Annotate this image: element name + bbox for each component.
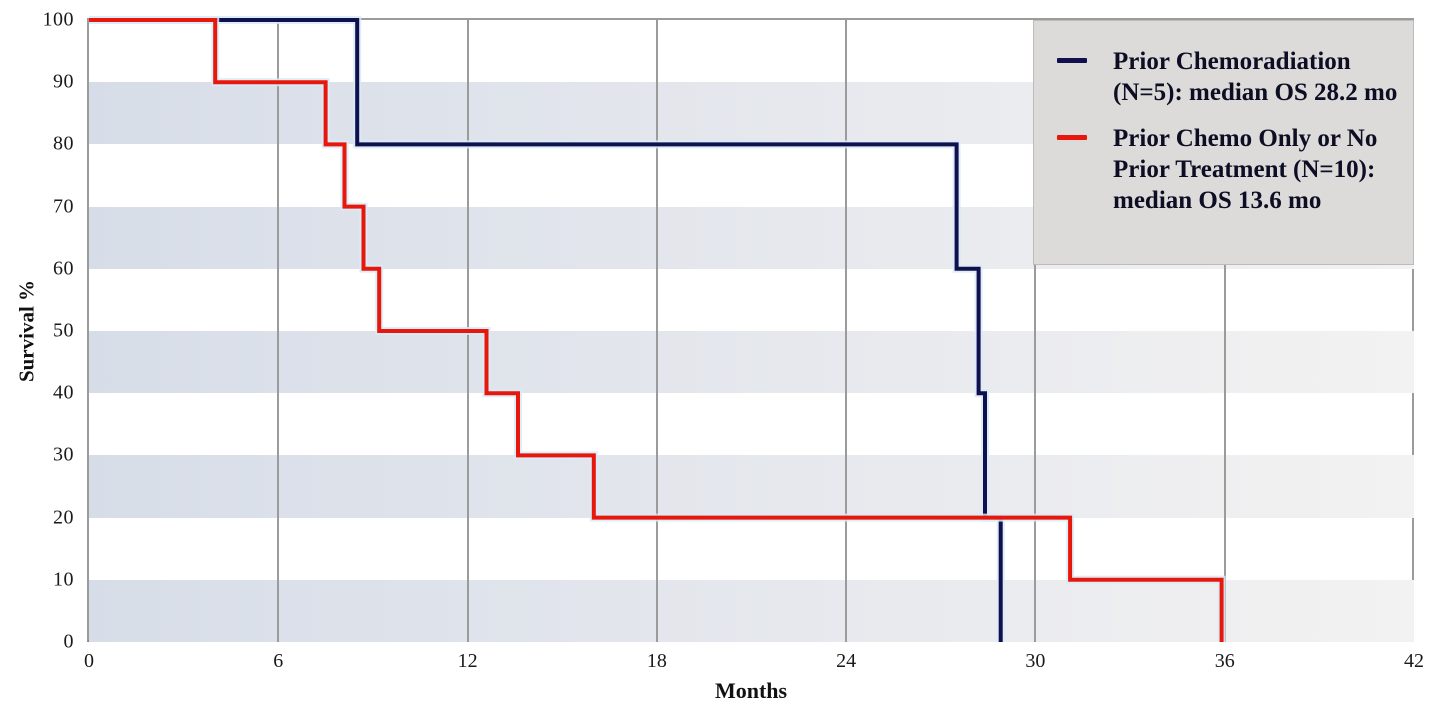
legend-entry-prior-chemo-only-or-no-prior-treatment: Prior Chemo Only or No Prior Treatment (N… bbox=[1057, 123, 1405, 216]
y-tick-label-20: 20 bbox=[53, 506, 74, 529]
x-tick-label-24: 24 bbox=[836, 650, 857, 672]
y-tick-label-100: 100 bbox=[42, 8, 74, 31]
legend-line-sample-icon bbox=[1057, 58, 1087, 63]
gridline-x-18 bbox=[655, 20, 658, 642]
x-tick-label-30: 30 bbox=[1025, 650, 1046, 672]
y-tick-label-40: 40 bbox=[53, 381, 74, 404]
shaded-band bbox=[89, 455, 1414, 518]
y-tick-label-10: 10 bbox=[53, 568, 74, 591]
y-tick-label-80: 80 bbox=[53, 132, 74, 155]
y-tick-label-60: 60 bbox=[53, 257, 74, 280]
survival-curve-prior-chemoradiation bbox=[89, 18, 1003, 642]
x-tick-label-36: 36 bbox=[1214, 650, 1235, 672]
y-tick-label-50: 50 bbox=[53, 319, 74, 342]
survival-curve-prior-chemo-only bbox=[89, 18, 1224, 642]
y-tick-label-0: 0 bbox=[63, 630, 74, 653]
shaded-band bbox=[89, 579, 1414, 642]
x-tick-label-18: 18 bbox=[646, 650, 667, 672]
curve-halo bbox=[89, 16, 1005, 642]
y-tick-label-70: 70 bbox=[53, 195, 74, 218]
x-tick-label-12: 12 bbox=[457, 650, 478, 672]
gridline-x-36 bbox=[1223, 20, 1226, 642]
plot-area bbox=[89, 20, 1414, 642]
legend-box: Prior Chemoradiation (N=5): median OS 28.… bbox=[1033, 20, 1414, 265]
x-axis-title: Months bbox=[714, 678, 788, 703]
y-tick-label-90: 90 bbox=[53, 70, 74, 93]
gridline-x-24 bbox=[845, 20, 848, 642]
legend-entry-label: Prior Chemo Only or No Prior Treatment (N… bbox=[1113, 125, 1378, 214]
x-tick-label-6: 6 bbox=[273, 650, 284, 672]
x-tick-label-42: 42 bbox=[1404, 650, 1424, 672]
legend-line-sample-icon bbox=[1057, 135, 1087, 140]
y-tick-label-30: 30 bbox=[53, 443, 74, 466]
x-tick-label-0: 0 bbox=[84, 650, 94, 672]
gridline-x-30 bbox=[1034, 20, 1037, 642]
legend-entry-label: Prior Chemoradiation (N=5): median OS 28.… bbox=[1113, 48, 1398, 106]
shaded-band bbox=[89, 331, 1414, 394]
gridline-x-6 bbox=[277, 20, 280, 642]
legend-entry-prior-chemoradiation: Prior Chemoradiation (N=5): median OS 28.… bbox=[1057, 46, 1405, 108]
survival-curves bbox=[89, 16, 1226, 642]
